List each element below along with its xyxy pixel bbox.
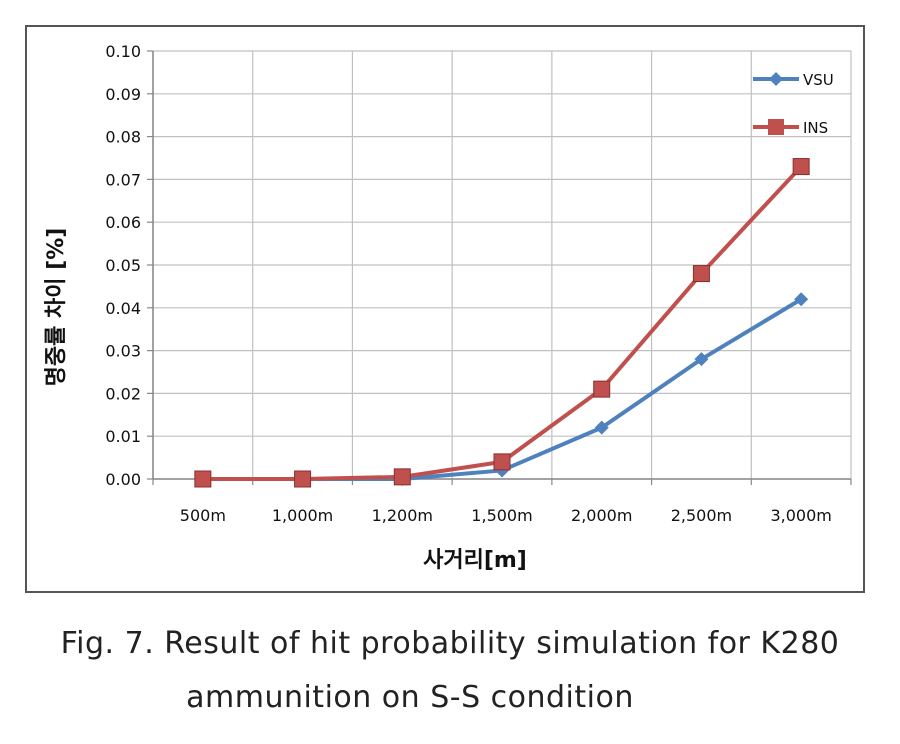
data-point-vsu — [794, 292, 809, 307]
series-line-vsu — [202, 297, 803, 481]
legend-label-vsu: VSU — [803, 71, 834, 89]
data-point-ins — [792, 158, 810, 176]
y-tick-label: 0.06 — [105, 213, 141, 232]
y-tick-label: 0.03 — [105, 342, 141, 361]
line-chart: 0.00 0.01 0.02 0.03 0.04 0.05 0.06 0.07 0.08 0.09… — [44, 42, 852, 573]
chart-frame — [25, 25, 865, 593]
y-tick-label: 0.02 — [105, 384, 141, 403]
data-point-ins — [393, 468, 411, 486]
legend-marker-vsu — [769, 72, 783, 86]
figure-caption-line2: ammunition on S-S condition — [186, 680, 634, 715]
x-tick-label: 1,200m — [372, 506, 433, 525]
data-point-ins — [593, 380, 611, 398]
data-point-ins — [692, 265, 710, 283]
y-axis-ticks: 0.00 0.01 0.02 0.03 0.04 0.05 0.06 0.07 0.08 0.09… — [105, 42, 141, 489]
x-axis-label: 사거리[m] — [423, 548, 527, 573]
data-point-ins — [294, 470, 312, 488]
y-tick-label: 0.08 — [105, 128, 141, 147]
x-tick-label: 2,500m — [671, 506, 732, 525]
y-axis-label: 명중률 차이 [%] — [44, 228, 69, 387]
series-group — [194, 158, 810, 488]
series-line-ins — [202, 165, 803, 481]
legend-label-ins: INS — [803, 119, 828, 137]
y-tick-label: 0.00 — [105, 470, 141, 489]
data-point-ins — [194, 470, 212, 488]
x-tick-label: 3,000m — [770, 506, 831, 525]
y-tick-label: 0.07 — [105, 170, 141, 189]
legend: VSU INS — [753, 71, 834, 137]
x-tick-label: 2,000m — [571, 506, 632, 525]
legend-marker-ins — [768, 119, 784, 135]
y-tick-label: 0.05 — [105, 256, 141, 275]
figure-caption-line1: Fig. 7. Result of hit probability simula… — [60, 626, 840, 661]
y-tick-label: 0.09 — [105, 85, 141, 104]
y-tick-label: 0.01 — [105, 427, 141, 446]
x-tick-label: 1,500m — [471, 506, 532, 525]
x-axis-ticks: 500m 1,000m 1,200m 1,500m 2,000m 2,500m 3,000m — [180, 506, 832, 525]
data-point-vsu — [694, 352, 709, 367]
y-tick-label: 0.04 — [105, 299, 141, 318]
data-point-ins — [493, 453, 511, 471]
x-tick-label: 500m — [180, 506, 226, 525]
data-point-vsu — [594, 420, 609, 435]
y-tick-label: 0.10 — [105, 42, 141, 61]
x-tick-label: 1,000m — [272, 506, 333, 525]
gridlines — [147, 50, 852, 485]
